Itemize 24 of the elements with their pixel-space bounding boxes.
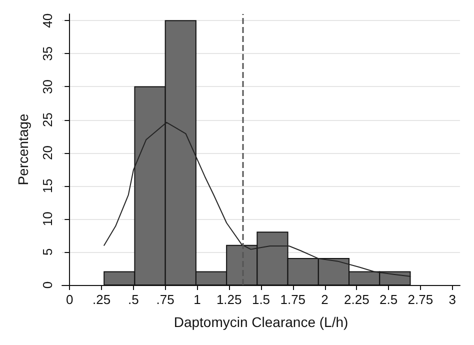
x-tick-label: 0 [66, 292, 74, 307]
x-tick-label: 1.5 [252, 292, 270, 307]
x-tick-label: 1 [194, 292, 201, 307]
y-tick-label: 40 [40, 13, 55, 28]
y-tick-label: 10 [40, 212, 55, 226]
x-tick-label: 2.25 [344, 292, 370, 307]
x-tick-label: .5 [128, 292, 139, 307]
x-tick-label: .75 [156, 292, 174, 307]
x-tick-label: 1.75 [280, 292, 306, 307]
y-tick-label: 25 [40, 112, 55, 127]
x-tick-label: .25 [92, 292, 111, 307]
x-tick-label: 1.25 [216, 292, 242, 307]
y-tick-label: 20 [40, 146, 55, 160]
x-tick-label: 2 [321, 292, 328, 307]
y-axis-title: Percentage [15, 113, 31, 186]
y-tick-label: 30 [40, 79, 55, 94]
x-tick-label: 2.5 [380, 292, 398, 307]
y-tick-label: 0 [40, 281, 55, 289]
y-tick-label: 35 [40, 46, 55, 61]
y-tick-label: 15 [40, 178, 55, 194]
x-tick-label: 2.75 [408, 292, 434, 307]
y-tick-label: 5 [40, 248, 55, 256]
x-tick-label: 3 [448, 292, 456, 307]
x-axis-title: Daptomycin Clearance (L/h) [174, 314, 348, 330]
